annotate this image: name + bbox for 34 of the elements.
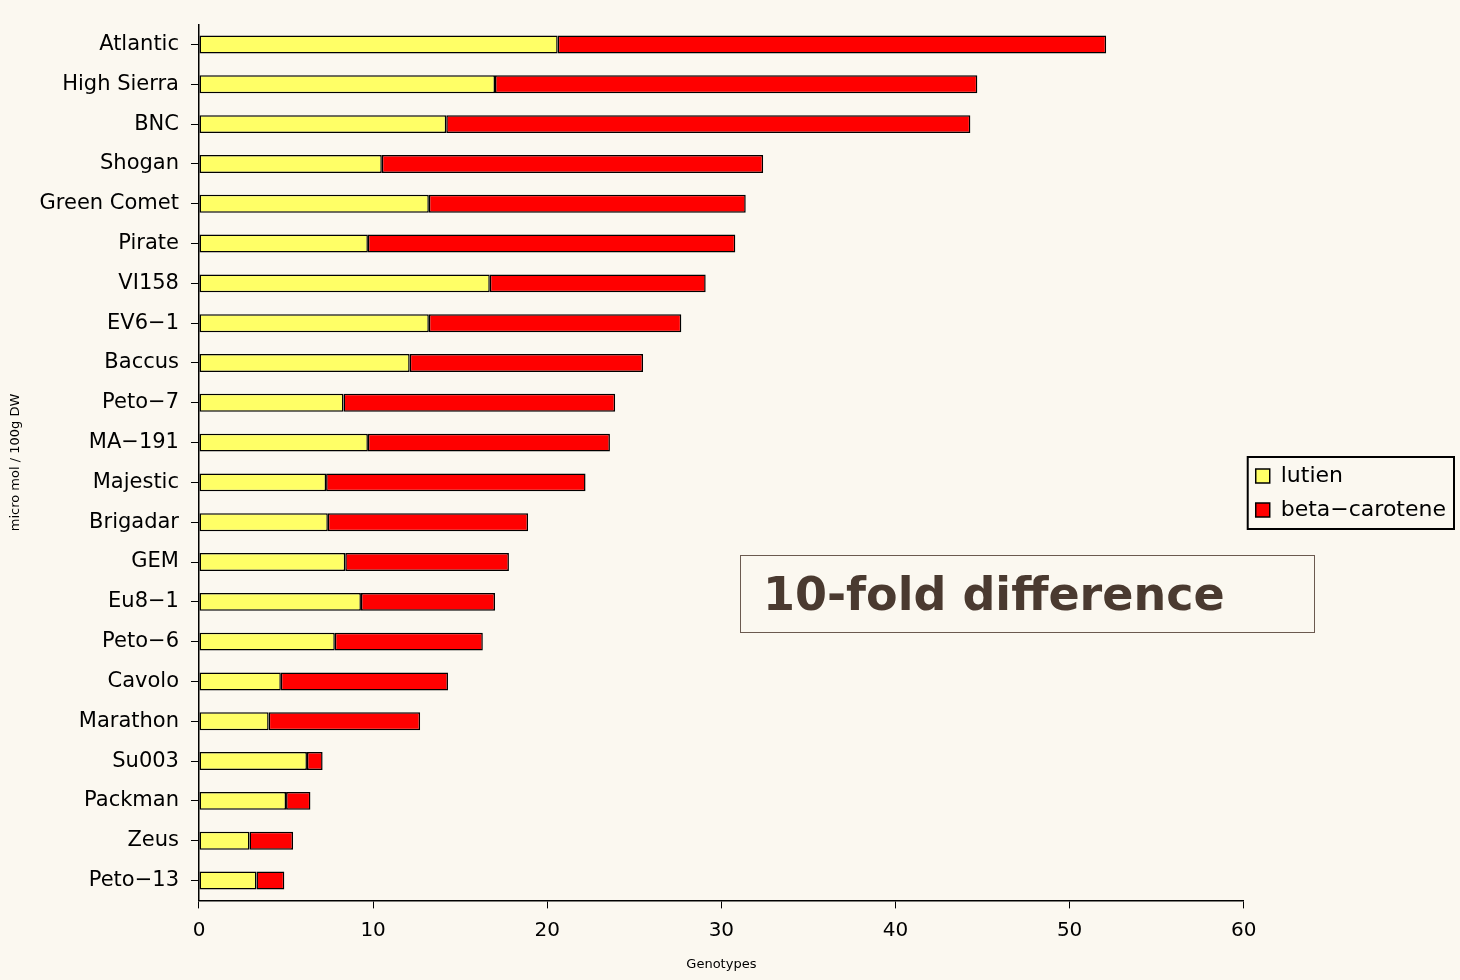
y-tick-label: Peto−7	[102, 389, 179, 414]
y-tick-label: MA−191	[88, 429, 179, 454]
y-tick-label: Eu8−1	[108, 588, 179, 613]
legend-label: lutien	[1280, 461, 1343, 487]
legend-label: beta−carotene	[1280, 495, 1446, 521]
y-tick-label: High Sierra	[62, 70, 179, 95]
y-tick-label: VI158	[118, 269, 179, 294]
y-tick-label: Baccus	[104, 349, 179, 374]
y-tick-label: Packman	[84, 787, 179, 812]
y-tick-label: Shogan	[99, 150, 179, 175]
y-tick-label: Brigadar	[89, 508, 180, 533]
x-axis-title: Genotypes	[686, 955, 757, 971]
y-tick-label: Majestic	[92, 468, 179, 493]
x-tick-label: 40	[882, 916, 909, 941]
y-tick-label: Atlantic	[99, 30, 179, 55]
y-tick-label: EV6−1	[107, 309, 179, 334]
y-tick-label: Peto−13	[88, 866, 179, 891]
x-tick-label: 30	[708, 916, 735, 941]
y-tick-label: GEM	[131, 548, 179, 573]
x-tick-label: 20	[534, 916, 560, 941]
y-axis-title: micro mol / 100g DW	[7, 393, 23, 532]
y-tick-label: Pirate	[118, 230, 179, 254]
y-tick-label: Marathon	[78, 707, 179, 732]
x-tick-label: 10	[360, 916, 386, 941]
y-tick-label: Peto−6	[102, 628, 179, 653]
x-tick-label: 50	[1056, 916, 1083, 941]
y-tick-label: BNC	[134, 110, 179, 135]
x-tick-label: 60	[1230, 916, 1257, 941]
y-tick-label: Cavolo	[107, 667, 179, 692]
y-tick-label: Zeus	[127, 827, 179, 852]
x-tick-label: 0	[192, 916, 206, 941]
y-tick-label: Green Comet	[39, 190, 179, 215]
y-tick-label: Su003	[112, 747, 179, 772]
annotation: 10-fold difference	[740, 555, 1315, 633]
